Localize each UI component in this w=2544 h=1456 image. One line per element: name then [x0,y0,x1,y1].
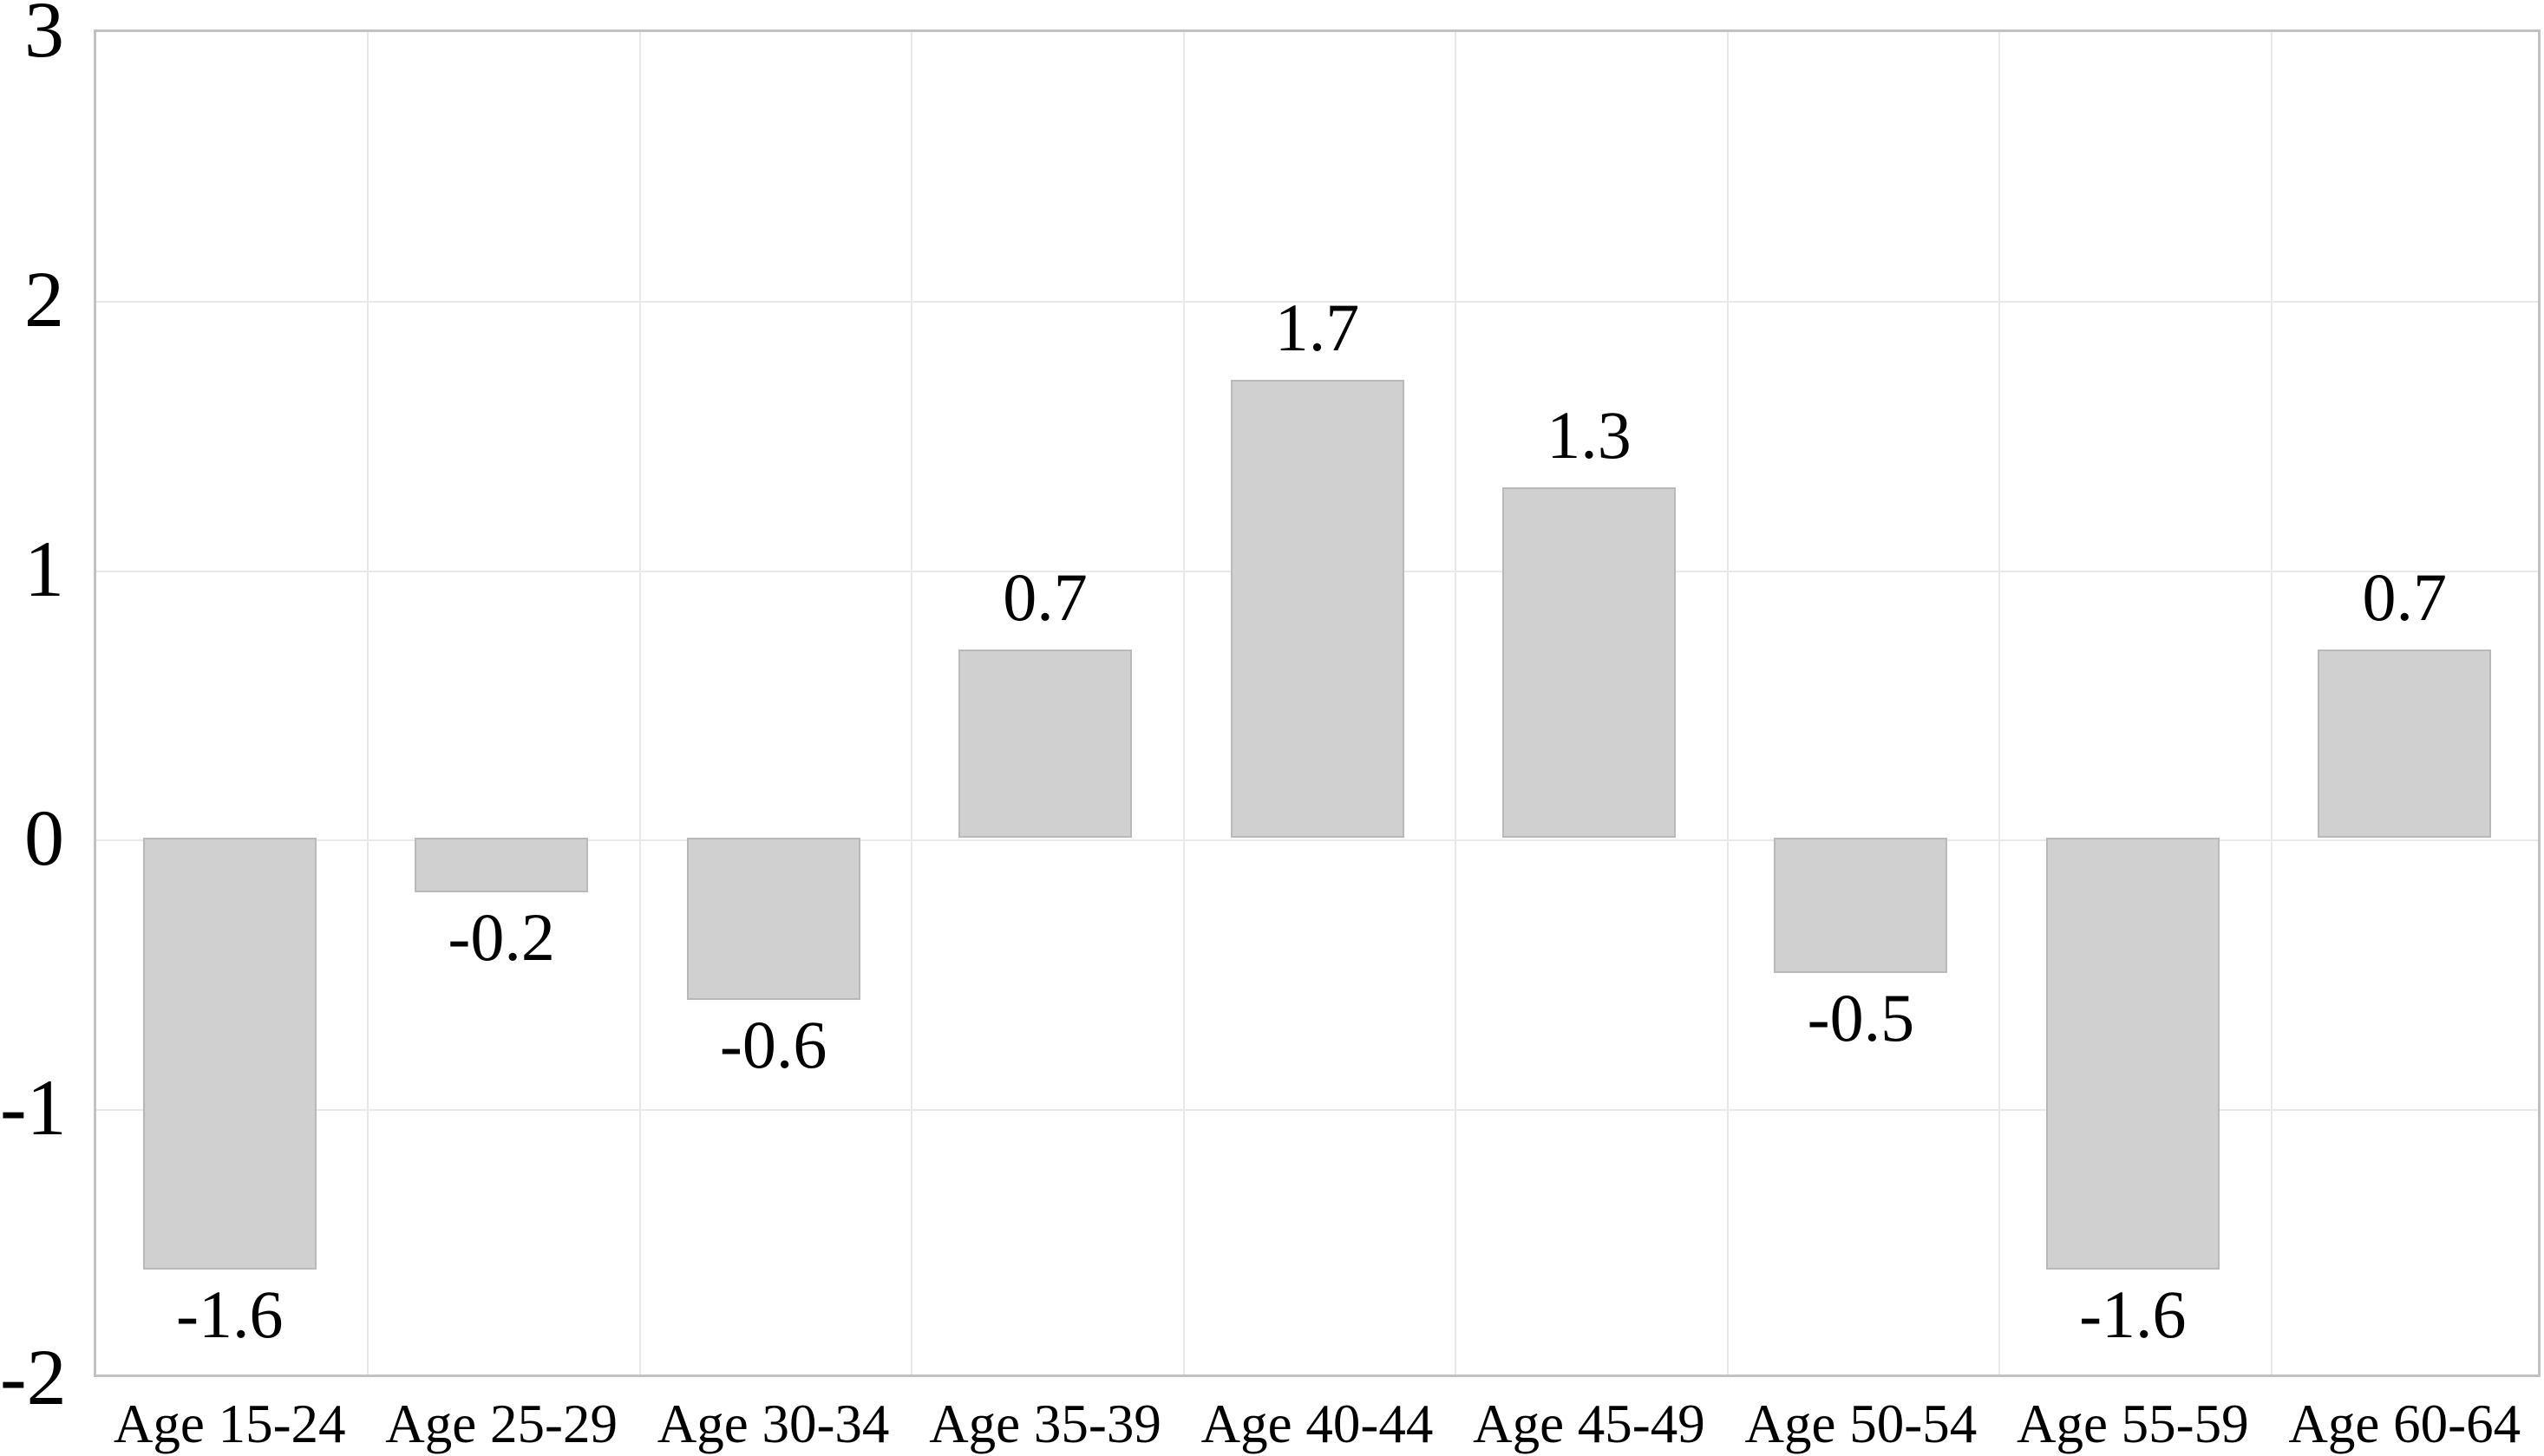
bar-age-55-59 [2045,838,2220,1270]
bar-age-25-29 [415,838,589,892]
y-tick-label: -2 [0,1333,67,1421]
gridline-vertical [1455,32,1457,1374]
bar-value-label: 0.7 [2362,558,2448,635]
x-tick-label: Age 35-39 [929,1394,1161,1454]
bar-age-30-34 [686,838,860,1000]
y-tick-label: 2 [24,254,64,343]
bar-age-35-39 [958,649,1133,839]
bar-age-45-49 [1501,487,1676,839]
bar-value-label: 1.7 [1274,290,1360,366]
bar-value-label: 1.3 [1547,397,1632,473]
x-tick-label: Age 60-64 [2288,1394,2521,1454]
bar-value-label: -0.5 [1807,979,1915,1055]
x-tick-label: Age 15-24 [113,1394,346,1454]
y-tick-label: 0 [24,793,64,883]
gridline-vertical [367,32,370,1374]
gridline-horizontal [96,1109,2538,1112]
bar-value-label: -0.2 [448,898,555,975]
bar-age-50-54 [1774,838,1948,973]
gridline-vertical [638,32,641,1374]
gridline-horizontal [96,300,2538,303]
x-tick-label: Age 45-49 [1473,1394,1705,1454]
gridline-vertical [1726,32,1729,1374]
gridline-vertical [911,32,913,1374]
bar-value-label: 0.7 [1003,558,1088,635]
bar-age-15-24 [142,838,317,1270]
x-tick-label: Age 30-34 [657,1394,890,1454]
bar-value-label: -1.6 [2079,1276,2187,1352]
y-tick-label: 3 [24,0,64,74]
x-tick-label: Age 50-54 [1744,1394,1978,1454]
x-tick-label: Age 25-29 [385,1394,618,1454]
bar-age-60-64 [2318,649,2492,839]
gridline-horizontal [96,839,2538,842]
bar-value-label: -1.6 [175,1276,284,1352]
gridline-vertical [1182,32,1185,1374]
bar-age-40-44 [1230,380,1404,839]
gridline-vertical [1998,32,2001,1374]
y-tick-label: -1 [0,1063,67,1152]
x-tick-label: Age 40-44 [1200,1394,1434,1454]
y-tick-label: 1 [24,524,64,613]
x-tick-label: Age 55-59 [2016,1394,2249,1454]
bar-value-label: -0.6 [719,1006,827,1082]
gridline-vertical [2270,32,2273,1374]
